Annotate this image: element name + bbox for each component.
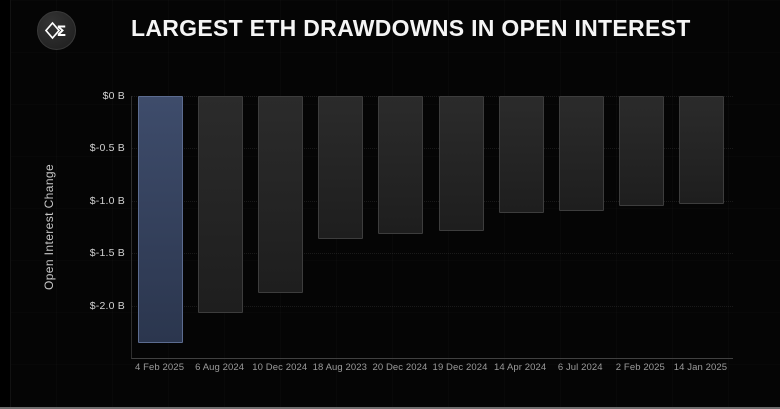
x-label: 4 Feb 2025 [135, 362, 185, 373]
x-label: 14 Apr 2024 [493, 362, 547, 373]
x-label: 19 Dec 2024 [432, 362, 488, 373]
x-label: 6 Aug 2024 [195, 362, 245, 373]
bar-18-aug-2023[interactable] [318, 96, 364, 239]
y-tick: $-2.0 B [89, 299, 125, 312]
y-tick: $-1.5 B [89, 247, 125, 260]
gridline [132, 96, 733, 97]
x-label: 20 Dec 2024 [372, 362, 428, 373]
gridline [132, 148, 733, 150]
y-tick: $-1.0 B [89, 194, 125, 207]
y-tick-labels: $0 B $-0.5 B $-1.0 B $-1.5 B $-2.0 B [0, 0, 125, 409]
bar-6-aug-2024[interactable] [198, 96, 244, 313]
x-label: 10 Dec 2024 [252, 362, 308, 373]
y-tick: $0 B [102, 90, 125, 102]
left-edge [0, 0, 11, 409]
bar-10-dec-2024[interactable] [258, 96, 304, 294]
bar-14-jan-2025[interactable] [678, 96, 724, 204]
bar-4-feb-2025[interactable] [138, 96, 184, 344]
x-label: 6 Jul 2024 [557, 362, 603, 373]
bottom-edge [0, 407, 780, 409]
gridline [132, 200, 733, 202]
bar-14-apr-2024[interactable] [498, 96, 544, 214]
page-title: LARGEST ETH DRAWDOWNS IN OPEN INTEREST [131, 15, 691, 41]
x-label: 2 Feb 2025 [615, 362, 665, 373]
gridline [132, 305, 733, 307]
svg-text:Σ: Σ [57, 24, 67, 40]
brand-logo: Σ [37, 11, 76, 50]
x-axis-labels: 4 Feb 2025 6 Aug 2024 10 Dec 2024 18 Aug 20… [0, 362, 780, 378]
x-label: 14 Jan 2025 [673, 362, 728, 373]
bar-20-dec-2024[interactable] [378, 96, 424, 235]
bar-2-feb-2025[interactable] [618, 96, 664, 207]
plot-area [131, 96, 733, 359]
gridline [132, 253, 733, 255]
sigma-diamond-icon: Σ [45, 21, 67, 40]
bar-6-jul-2024[interactable] [558, 96, 604, 212]
y-tick: $-0.5 B [89, 142, 125, 155]
x-label: 18 Aug 2023 [312, 362, 368, 373]
bar-19-dec-2024[interactable] [438, 96, 484, 232]
